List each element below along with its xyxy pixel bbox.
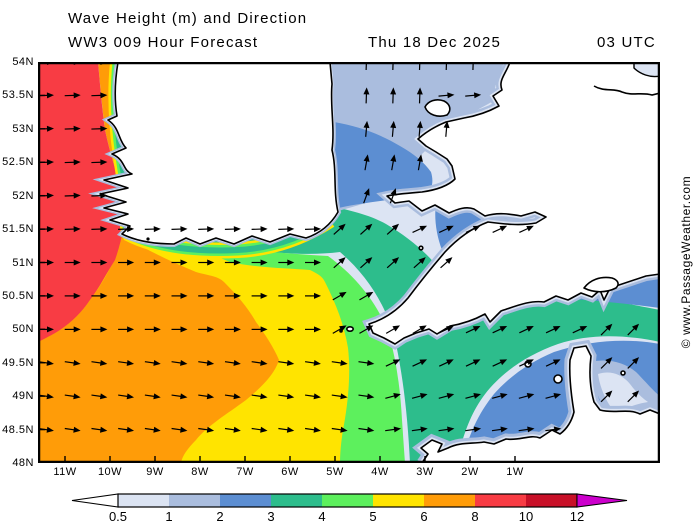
sea-region-8-10m (38, 62, 126, 342)
colorbar-tick-label: 0.5 (109, 509, 127, 524)
forecast-model-label: WW3 009 Hour Forecast (68, 34, 259, 51)
lat-label: 53N (12, 122, 34, 135)
colorbar-segment (118, 494, 169, 507)
colorbar-tick-label: 3 (267, 509, 274, 524)
lat-label: 52N (12, 189, 34, 202)
colorbar-tick-label: 4 (318, 509, 325, 524)
wave-direction-arrows (38, 62, 640, 433)
lat-label: 49N (12, 390, 34, 403)
lat-label: 50N (12, 323, 34, 336)
lon-label: 3W (416, 466, 434, 478)
wave-map (38, 62, 660, 463)
island-jersey (553, 374, 563, 384)
colorbar-segment (475, 494, 526, 507)
land-ireland (99, 62, 339, 245)
latitude-axis: 54N 53.5N 53N 52.5N 52N 51.5N 51N 50.5N 50N 49.5N… (0, 56, 36, 469)
longitude-axis: 11W 10W 9W 8W 7W 6W 5W 4W 3W 2W 1W (38, 466, 660, 480)
colorbar-tick-label: 12 (570, 509, 584, 524)
colorbar-tick-label: 10 (519, 509, 533, 524)
forecast-time: 03 UTC (597, 34, 656, 51)
chart-title: Wave Height (m) and Direction (68, 10, 308, 27)
colorbar-segment (169, 494, 220, 507)
lon-label: 1W (506, 466, 524, 478)
colorbar-segment (373, 494, 424, 507)
island-alderney (620, 370, 626, 376)
colorbar-tick-label: 1 (165, 509, 172, 524)
lat-label: 48N (12, 457, 34, 469)
land-france (420, 345, 660, 463)
lon-label: 9W (146, 466, 164, 478)
colorbar-segment (424, 494, 475, 507)
lon-label: 7W (236, 466, 254, 478)
colorbar-segment (526, 494, 577, 507)
lat-label: 53.5N (2, 89, 34, 102)
colorbar-segment (271, 494, 322, 507)
watermark-credit: © www.PassageWeather.com (679, 175, 693, 349)
buoy-dot-fastnet (146, 237, 150, 241)
lat-label: 54N (12, 56, 34, 68)
land-isle-of-wight (583, 276, 619, 293)
map-frame (38, 62, 660, 463)
island-scilly (345, 325, 354, 332)
forecast-date: Thu 18 Dec 2025 (368, 34, 502, 51)
sea-region-cotentin-pale (598, 372, 648, 414)
lat-label: 51.5N (2, 223, 34, 236)
land-britain (368, 62, 660, 345)
lon-label: 10W (97, 466, 123, 478)
land-anglesey (424, 99, 451, 117)
lat-label: 48.5N (2, 423, 34, 436)
island-lundy (418, 245, 424, 251)
lat-label: 51N (12, 256, 34, 269)
colorbar-under-arrow (71, 493, 119, 508)
colorbar-tick-label: 8 (471, 509, 478, 524)
colorbar-segment (220, 494, 271, 507)
colorbar-segment (322, 494, 373, 507)
landmasses (99, 62, 660, 463)
sea-region-irish-sea-2-3m (329, 122, 433, 210)
wave-height-colorbar: 0.5 1 2 3 4 5 6 8 10 12 (71, 493, 628, 524)
lat-label: 50.5N (2, 289, 34, 302)
lon-label: 4W (371, 466, 389, 478)
colorbar-tick-label: 5 (369, 509, 376, 524)
colorbar-tick-label: 6 (420, 509, 427, 524)
lat-label: 52.5N (2, 156, 34, 169)
lat-label: 49.5N (2, 356, 34, 369)
lon-label: 2W (461, 466, 479, 478)
lon-label: 8W (191, 466, 209, 478)
colorbar-tick-label: 2 (216, 509, 223, 524)
lon-label: 11W (53, 466, 77, 478)
coastline-fragment-ne (593, 85, 660, 96)
lon-label: 5W (326, 466, 344, 478)
colorbar-over-arrow (576, 493, 628, 508)
lon-label: 6W (281, 466, 299, 478)
